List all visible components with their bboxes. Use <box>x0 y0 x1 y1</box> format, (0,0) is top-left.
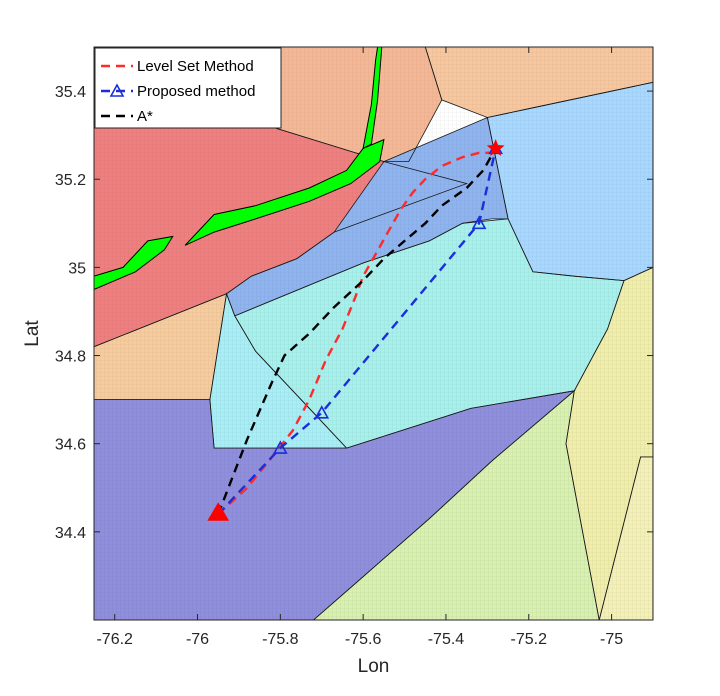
x-tick-label: -75.6 <box>345 631 382 648</box>
series-line-1 <box>217 148 497 516</box>
x-tick-label: -75 <box>600 631 623 648</box>
land-1 <box>184 138 385 246</box>
legend-label-0: Level Set Method <box>137 58 254 75</box>
coastline-land <box>94 47 385 290</box>
endpoint-markers <box>207 139 505 521</box>
y-tick-label: 34.8 <box>55 349 86 366</box>
y-ticks: 34.4 34.6 34.8 35 35.2 35.4 <box>55 84 653 542</box>
x-ticks: -76.2 -76 -75.8 -75.6 -75.4 -75.2 -75 <box>96 47 623 648</box>
legend-label-2: A* <box>137 108 153 125</box>
grid-hatching <box>94 47 653 620</box>
y-tick-label: 35.4 <box>55 84 86 101</box>
legend-label-1: Proposed method <box>137 83 255 100</box>
x-tick-label: -75.8 <box>262 631 299 648</box>
series-1-point-2 <box>314 405 330 419</box>
series-1-point-1 <box>272 440 288 454</box>
land-0 <box>94 235 174 290</box>
goal-marker <box>486 139 505 156</box>
y-tick-label: 34.6 <box>55 437 86 454</box>
region-border-11 <box>598 456 653 620</box>
legend-box <box>94 47 282 129</box>
series-line-0 <box>217 147 497 516</box>
x-tick-label: -75.4 <box>428 631 465 648</box>
x-tick-label: -76.2 <box>96 631 133 648</box>
series-1-point-3 <box>471 215 487 230</box>
plot-frame <box>93 46 654 621</box>
series-line-2 <box>217 147 497 515</box>
y-axis-label: Lat <box>22 320 43 347</box>
legend-marker-1 <box>109 83 125 97</box>
hatch-overlay <box>94 47 653 620</box>
start-marker <box>207 502 230 521</box>
x-tick-label: -76 <box>186 631 209 648</box>
y-tick-label: 35.2 <box>55 172 86 189</box>
y-tick-label: 34.4 <box>55 525 86 542</box>
x-tick-label: -75.2 <box>511 631 548 648</box>
x-axis-label: Lon <box>358 656 390 677</box>
region-border-10 <box>565 266 653 620</box>
land-2 <box>362 47 383 150</box>
legend: Level Set Method Proposed method A* <box>94 47 282 129</box>
y-tick-label: 35 <box>68 260 86 277</box>
